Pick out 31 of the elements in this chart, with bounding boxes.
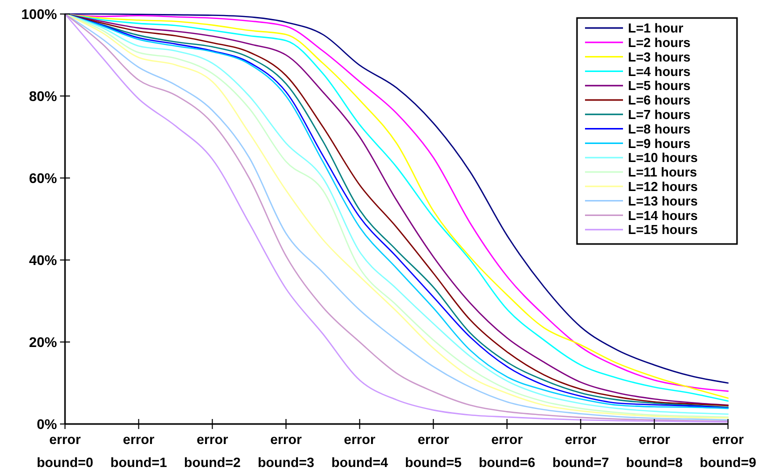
y-tick-label: 40%	[28, 252, 58, 268]
y-tick-label: 80%	[28, 88, 58, 104]
legend-label: L=1 hour	[628, 20, 684, 36]
x-tick-label: error bound=0	[36, 432, 94, 470]
y-tick-label: 60%	[28, 170, 58, 186]
y-tick-label: 20%	[28, 334, 58, 350]
legend-label: L=7 hours	[628, 106, 690, 122]
x-tick-label: error bound=6	[478, 432, 536, 470]
legend-label: L=9 hours	[628, 136, 690, 151]
legend-label: L=3 hours	[628, 49, 690, 64]
x-tick-label: error bound=3	[258, 432, 315, 470]
legend-label: L=11 hours	[628, 164, 697, 180]
x-tick-label: error bound=2	[184, 432, 241, 470]
legend-label: L=6 hours	[628, 92, 690, 108]
y-tick-label: 100%	[21, 6, 58, 22]
x-tick-label: error bound=8	[626, 432, 684, 470]
legend-label: L=8 hours	[628, 121, 690, 136]
legend-label: L=5 hours	[628, 78, 690, 94]
x-tick-label: error bound=7	[552, 432, 609, 470]
x-tick-label: error bound=5	[405, 432, 462, 470]
legend-label: L=2 hours	[628, 34, 690, 50]
legend-label: L=10 hours	[628, 150, 698, 166]
legend-label: L=12 hours	[628, 178, 698, 194]
x-tick-label: error bound=1	[110, 432, 168, 470]
x-tick-label: error bound=9	[700, 432, 756, 470]
y-tick-label: 0%	[36, 416, 58, 432]
x-tick-label: error bound=4	[331, 432, 388, 470]
legend-label: L=15 hours	[628, 222, 698, 238]
legend-label: L=4 hours	[628, 64, 690, 79]
legend-label: L=14 hours	[628, 208, 698, 223]
legend-label: L=13 hours	[628, 193, 698, 208]
